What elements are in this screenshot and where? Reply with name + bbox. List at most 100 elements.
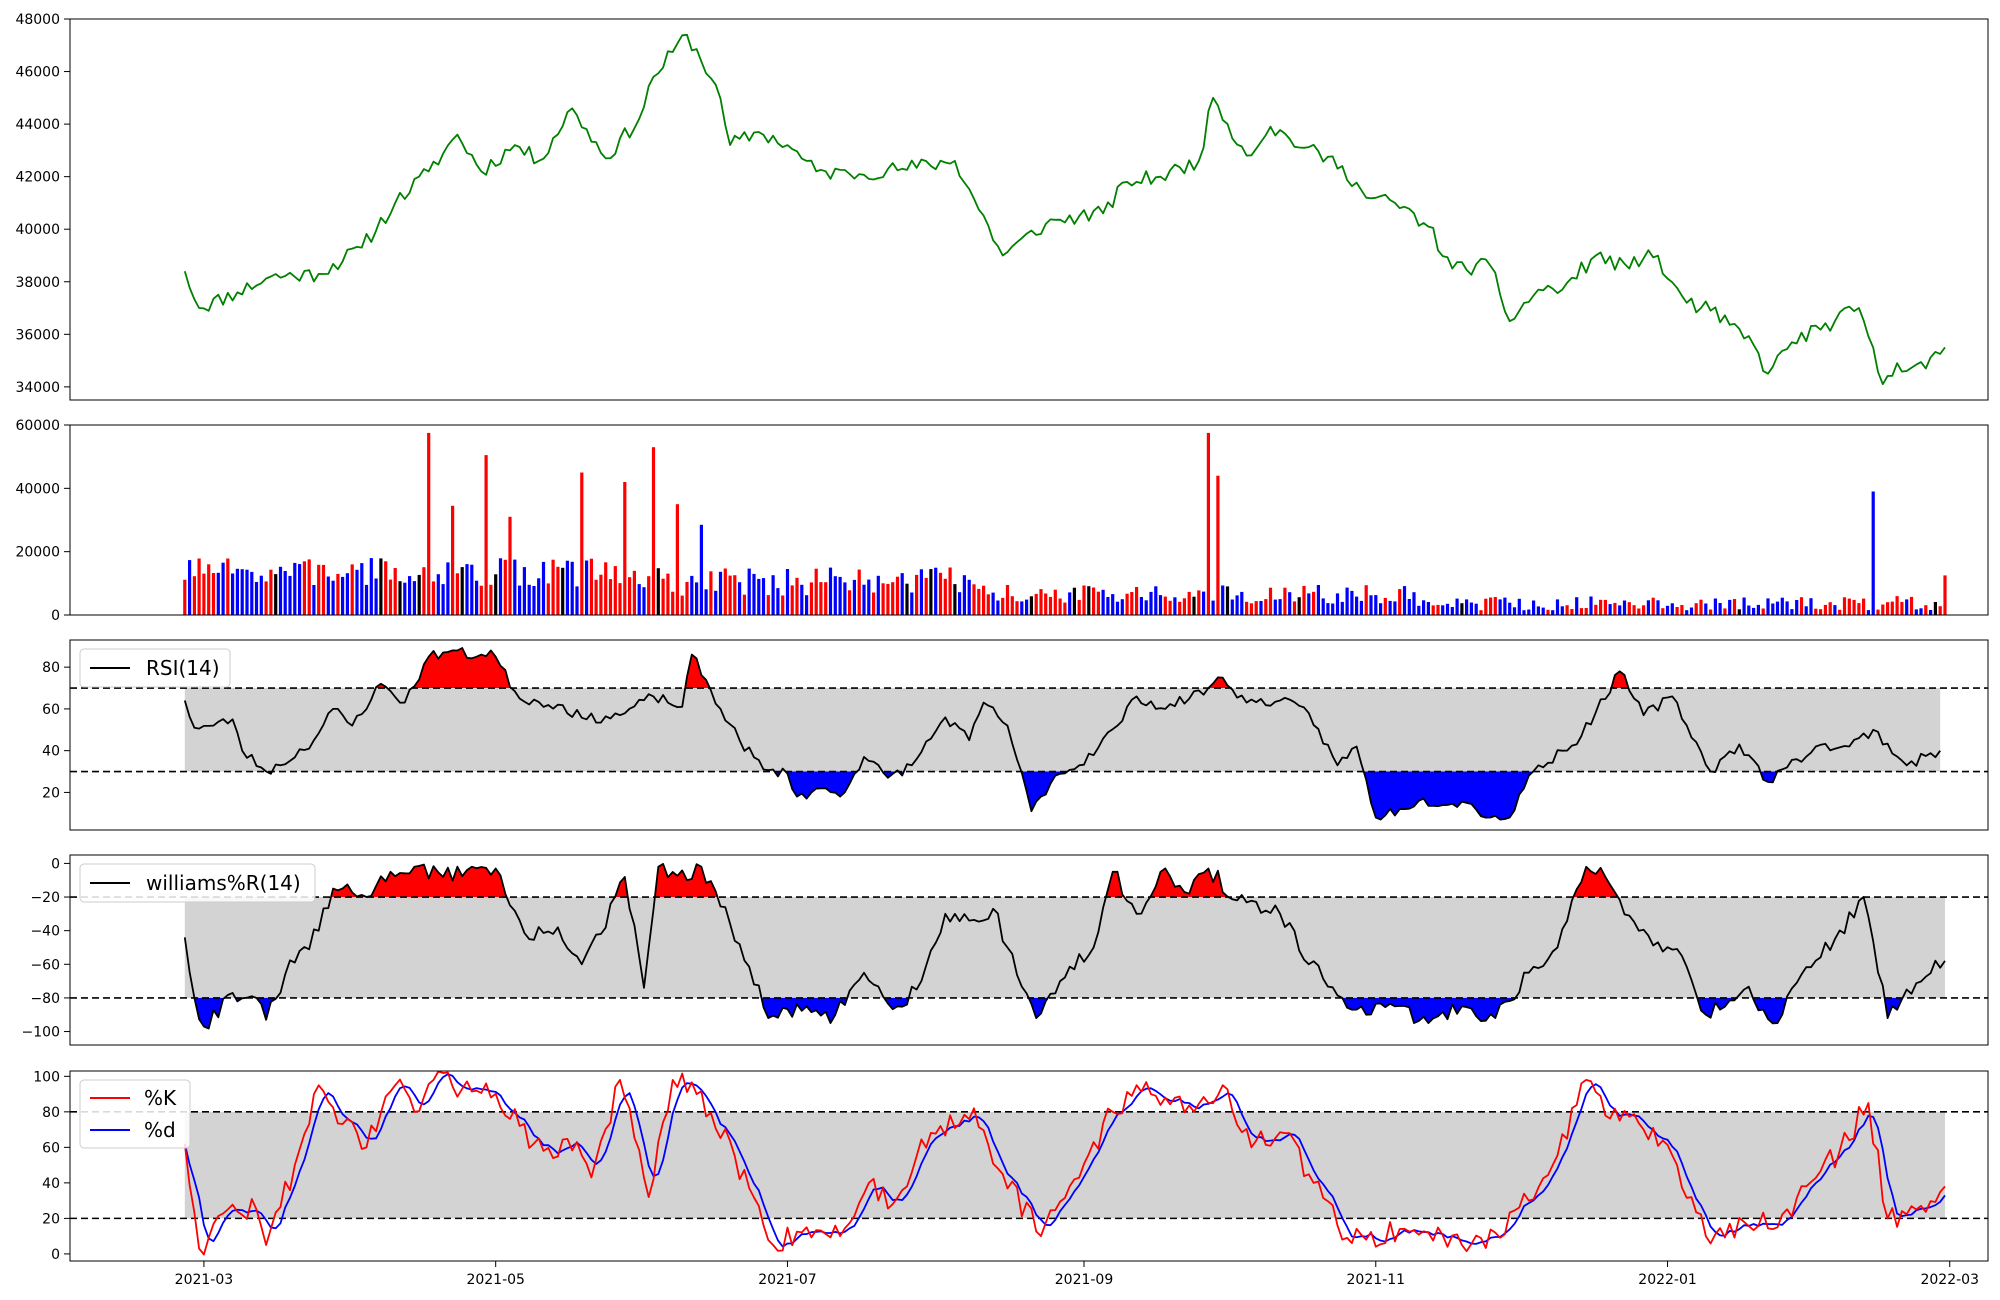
volume-bar — [761, 578, 766, 615]
volume-bar — [637, 584, 641, 615]
volume-bar — [833, 576, 837, 615]
volume-bar — [604, 562, 608, 615]
volume-bar — [580, 472, 584, 615]
volume-bar — [967, 579, 971, 615]
volume-bar — [1527, 609, 1531, 615]
volume-bar — [1938, 606, 1942, 615]
volume-bar — [317, 564, 321, 615]
volume-bar — [647, 576, 651, 615]
volume-bar — [1512, 607, 1517, 615]
volume-bar — [1646, 600, 1650, 615]
williams-oversold-fill — [1028, 997, 1048, 1019]
volume-bar — [331, 580, 335, 615]
volume-bar — [1398, 589, 1402, 615]
y-tick-label: 42000 — [15, 170, 60, 186]
volume-bar — [1034, 593, 1038, 615]
volume-bar — [1642, 605, 1646, 615]
volume-bar — [508, 516, 512, 615]
volume-bar — [843, 582, 847, 615]
volume-bar — [202, 573, 206, 615]
volume-bar — [1522, 610, 1526, 615]
k-line — [183, 1070, 1946, 1256]
x-tick-label: 2021-07 — [758, 1272, 817, 1288]
volume-bar — [1627, 602, 1631, 615]
volume-bar — [1044, 593, 1048, 615]
volume-bar — [1139, 597, 1143, 615]
volume-bar — [460, 567, 464, 615]
volume-bar — [312, 585, 316, 615]
williams-y-ticks: 0 −20 −40 −60 −80 −100 — [22, 856, 70, 1041]
volume-bar — [1312, 591, 1316, 615]
williams-oversold-fill — [1342, 997, 1516, 1024]
volume-bar — [1670, 603, 1674, 615]
volume-bar — [1933, 602, 1937, 615]
volume-bar — [1919, 608, 1923, 615]
volume-bar — [1752, 607, 1756, 615]
volume-bar — [1039, 589, 1043, 615]
volume-bar — [1053, 589, 1057, 615]
rsi-axes-frame — [69, 639, 1989, 831]
volume-bar — [699, 524, 703, 616]
volume-bar — [1383, 597, 1387, 615]
volume-bar — [848, 590, 852, 615]
volume-bar — [728, 575, 732, 615]
volume-bar — [364, 584, 369, 615]
volume-bar — [1771, 603, 1775, 615]
volume-bar — [336, 573, 340, 615]
rsi-line — [183, 647, 1941, 821]
volume-bar — [1589, 596, 1593, 615]
volume-bar — [1417, 605, 1421, 615]
volume-bar — [1426, 602, 1430, 615]
y-tick-label: 100 — [33, 1069, 60, 1085]
volume-bar — [651, 447, 656, 615]
volume-bar — [738, 582, 742, 615]
y-tick-label: 60000 — [15, 418, 60, 434]
y-tick-label: 46000 — [15, 65, 60, 81]
volume-bar — [1364, 585, 1368, 615]
volume-bar — [718, 571, 723, 615]
volume-bar — [1422, 600, 1426, 615]
volume-bar — [1379, 603, 1383, 615]
volume-bar — [1689, 607, 1694, 615]
volume-bar — [221, 562, 225, 615]
volume-bar — [479, 585, 483, 615]
volume-bar — [991, 592, 995, 615]
volume-bar — [1469, 602, 1473, 615]
volume-bar — [388, 579, 393, 615]
volume-bar — [1761, 608, 1765, 615]
volume-bar — [1713, 598, 1717, 615]
y-tick-label: −40 — [30, 924, 60, 940]
volume-bar — [1823, 604, 1827, 615]
volume-bar — [919, 569, 923, 615]
x-tick-label: 2021-11 — [1347, 1272, 1406, 1288]
volume-bar — [561, 567, 565, 615]
volume-bar — [986, 594, 990, 615]
rsi-oversold-fill — [1021, 771, 1068, 812]
volume-bar — [1431, 605, 1435, 615]
volume-bar — [795, 577, 799, 615]
volume-bar — [427, 432, 431, 615]
volume-bar — [188, 560, 192, 615]
volume-bar — [1072, 587, 1076, 615]
price-y-ticks: 34000 36000 38000 40000 42000 44000 46000 48000 — [15, 12, 70, 396]
volume-bar — [1943, 575, 1947, 615]
volume-bar — [1929, 610, 1933, 615]
volume-bar — [398, 581, 402, 615]
volume-bar — [805, 595, 809, 615]
volume-bar — [1603, 599, 1607, 615]
y-tick-label: 60 — [42, 1140, 60, 1156]
volume-bar — [867, 579, 871, 615]
volume-bar — [1541, 607, 1545, 615]
volume-bar — [1445, 603, 1450, 615]
williams-line — [183, 863, 1946, 1030]
volume-bar — [1369, 595, 1373, 615]
volume-bar — [1618, 605, 1622, 615]
volume-bar — [1632, 605, 1636, 615]
volume-bar — [1766, 598, 1770, 615]
volume-bar — [785, 569, 790, 615]
volume-bar — [541, 561, 546, 615]
volume-bar — [852, 579, 856, 615]
volume-bar — [1240, 591, 1244, 615]
volume-bar — [1230, 599, 1234, 615]
volume-bar — [1756, 604, 1760, 615]
